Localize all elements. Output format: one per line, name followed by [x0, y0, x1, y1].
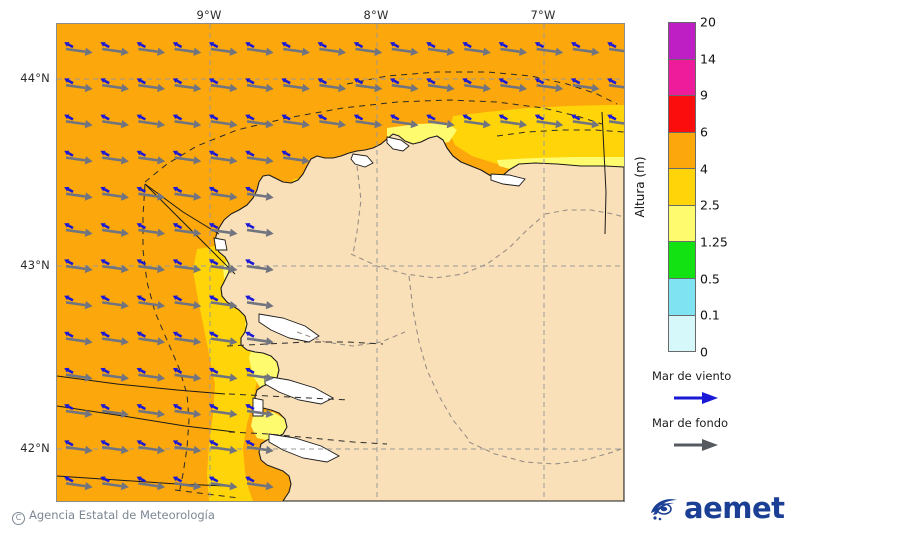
colorbar-tick-14: 14	[700, 51, 716, 67]
colorbar-tick-2p5: 2.5	[700, 197, 720, 213]
swell-arrow-icon	[674, 439, 718, 451]
sea-band-1p25-2p5m-ria-pontevedra	[251, 412, 289, 442]
map-graphics	[57, 24, 624, 501]
colorbar-axis-label: Altura (m)	[633, 156, 647, 218]
ria-cutout-vigo	[268, 433, 340, 463]
copyright-notice: C Agencia Estatal de Meteorología	[12, 508, 215, 525]
colorbar	[668, 22, 696, 352]
lon-tick-9W: 9°W	[196, 8, 222, 22]
copyright-icon: C	[12, 512, 25, 525]
colorbar-band-14-20	[669, 23, 695, 60]
legend-label-wind-sea: Mar de viento	[652, 369, 732, 383]
lon-tick-7W: 7°W	[530, 8, 556, 22]
colorbar-tick-0p1: 0.1	[700, 307, 720, 323]
province-borders	[296, 165, 624, 465]
lat-tick-42N: 42°N	[20, 441, 50, 455]
ria-cutout-betanzos	[350, 153, 374, 168]
aemet-logo[interactable]: aemet	[648, 491, 785, 525]
colorbar-tick-20: 20	[700, 14, 716, 30]
colorbar-band-0p5-1p25	[669, 242, 695, 279]
colorbar-tick-9: 9	[700, 87, 708, 103]
colorbar-band-0p1-0p5	[669, 278, 695, 316]
colorbar-band-9-14	[669, 59, 695, 97]
aemet-logo-text: aemet	[684, 491, 785, 525]
colorbar-band-6-9	[669, 96, 695, 133]
legend-label-swell: Mar de fondo	[652, 416, 729, 430]
copyright-text: Agencia Estatal de Meteorología	[29, 508, 215, 522]
wave-vector-arrows	[64, 42, 624, 491]
colorbar-bands	[668, 22, 696, 352]
colorbar-band-2p5-4	[669, 169, 695, 206]
sea-inlet-navia	[490, 173, 526, 187]
sea-inlet-corme	[213, 237, 228, 251]
colorbar-tick-6: 6	[700, 124, 708, 140]
map-canvas[interactable]	[56, 23, 625, 502]
ria-cutout-pontevedra	[264, 375, 334, 405]
ria-cutout-ferrol	[386, 136, 410, 152]
landmass-iberia	[214, 133, 624, 501]
colorbar-band-0-0p1	[669, 315, 695, 352]
colorbar-band-1p25-2p5	[669, 205, 695, 243]
colorbar-tick-0p5: 0.5	[700, 271, 720, 287]
lon-tick-8W: 8°W	[363, 8, 389, 22]
wind-sea-arrow-icon	[674, 392, 718, 404]
lat-tick-43N: 43°N	[20, 258, 50, 272]
colorbar-tick-4: 4	[700, 161, 708, 177]
colorbar-tick-0: 0	[700, 344, 708, 360]
colorbar-band-4-6	[669, 132, 695, 170]
graticule	[57, 24, 624, 501]
colorbar-tick-1p25: 1.25	[700, 234, 728, 250]
wave-contours	[142, 71, 624, 499]
aemet-swirl-icon	[651, 499, 677, 521]
lat-tick-44N: 44°N	[20, 71, 50, 85]
